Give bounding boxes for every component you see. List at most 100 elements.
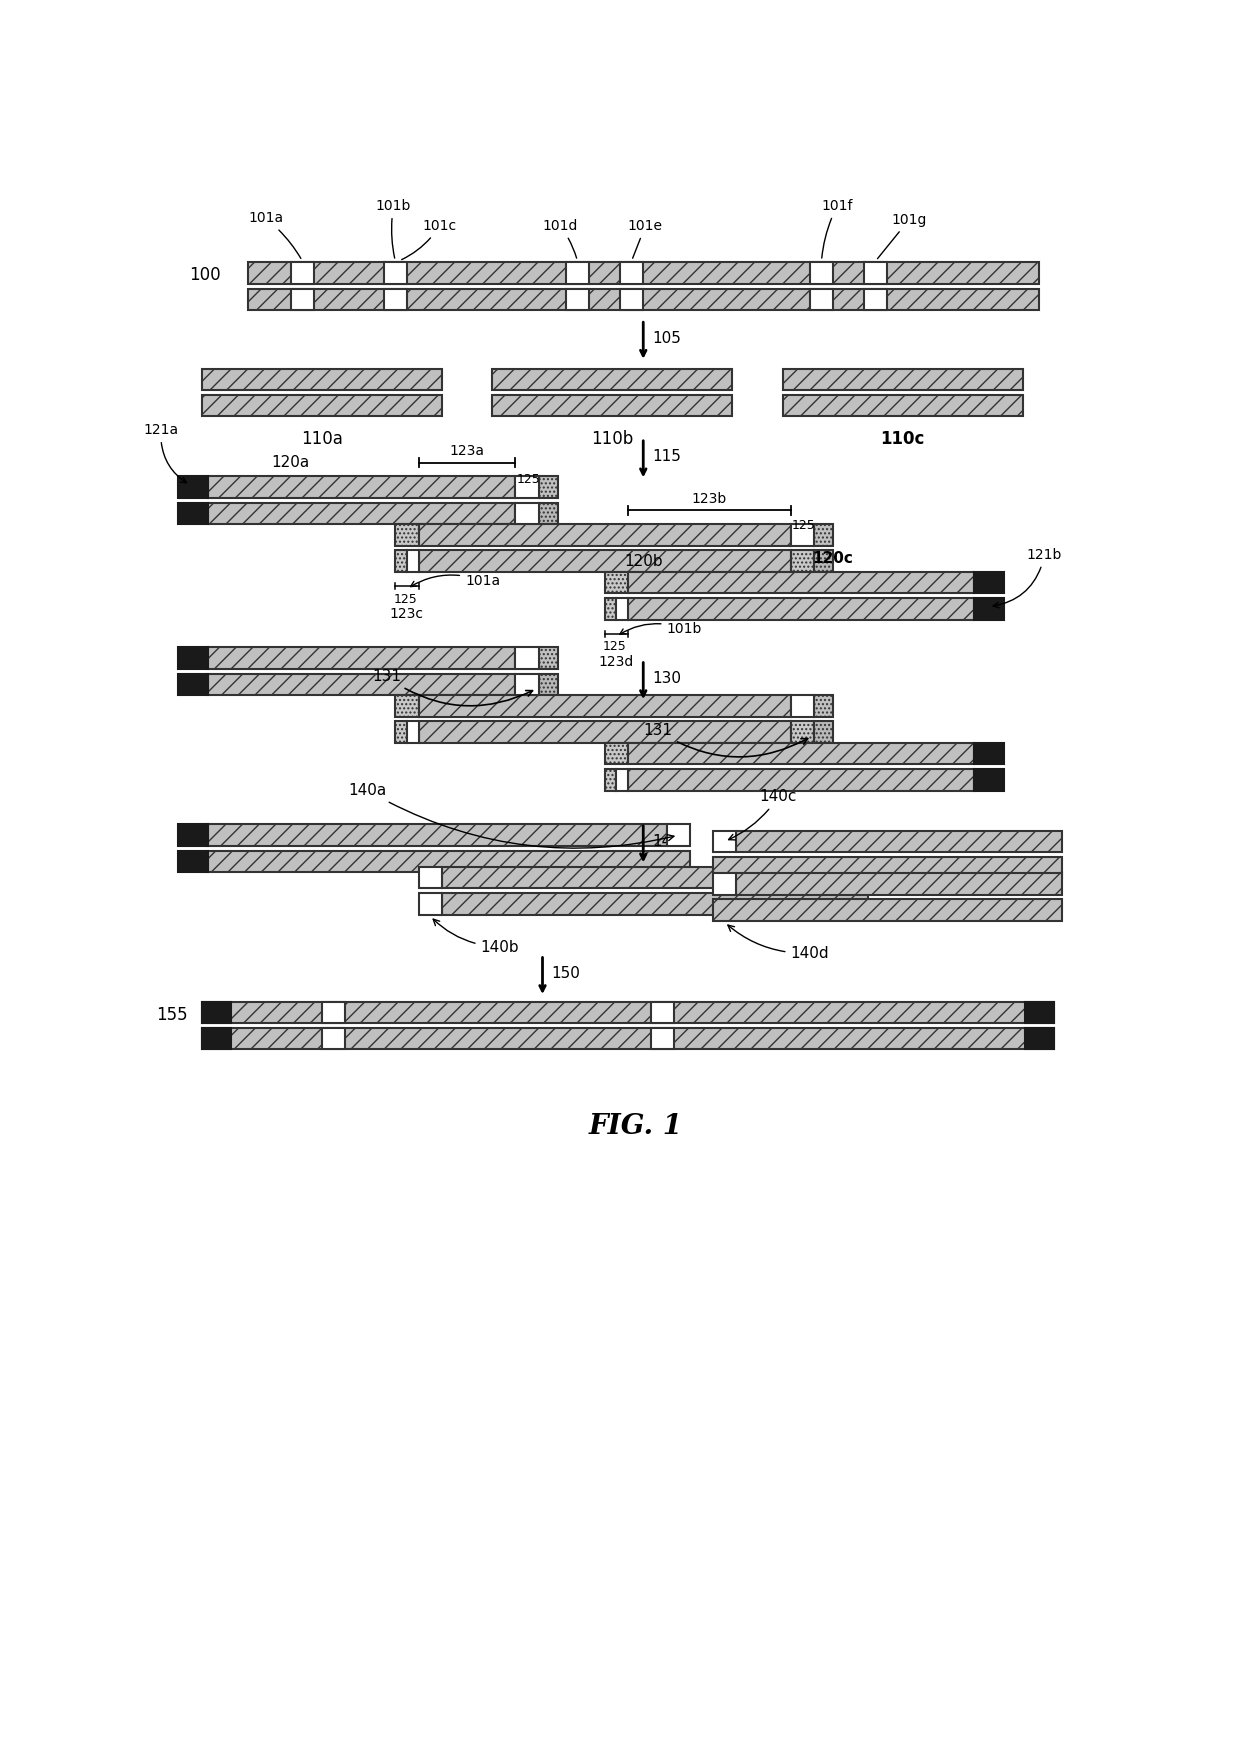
Text: 110a: 110a bbox=[300, 430, 342, 448]
Text: 150: 150 bbox=[552, 966, 580, 982]
Text: 120b: 120b bbox=[624, 553, 662, 569]
Bar bbox=[782, 369, 1023, 390]
Bar bbox=[565, 289, 589, 310]
Bar bbox=[620, 289, 644, 310]
Text: 125: 125 bbox=[792, 518, 816, 532]
Bar bbox=[864, 262, 888, 284]
Text: 125: 125 bbox=[517, 473, 541, 485]
Bar bbox=[201, 1027, 231, 1050]
Bar bbox=[616, 598, 627, 619]
Text: 140c: 140c bbox=[729, 789, 797, 840]
Bar bbox=[791, 525, 813, 546]
Bar bbox=[516, 648, 538, 668]
Text: 123c: 123c bbox=[389, 607, 424, 621]
Bar bbox=[1024, 1027, 1054, 1050]
Bar bbox=[248, 262, 1039, 284]
Text: 140: 140 bbox=[652, 835, 682, 849]
Bar bbox=[321, 1001, 345, 1024]
Bar bbox=[201, 369, 441, 390]
Bar bbox=[813, 550, 833, 572]
Text: 101f: 101f bbox=[821, 200, 853, 257]
Bar bbox=[538, 476, 558, 499]
Bar bbox=[810, 289, 833, 310]
Bar bbox=[419, 525, 791, 546]
Text: 120a: 120a bbox=[272, 455, 310, 471]
Bar bbox=[290, 289, 314, 310]
Bar bbox=[248, 289, 1039, 310]
Text: 140d: 140d bbox=[728, 926, 830, 961]
Bar bbox=[605, 768, 616, 791]
Bar bbox=[201, 1001, 231, 1024]
Bar bbox=[791, 550, 813, 572]
Text: 155: 155 bbox=[156, 1006, 187, 1024]
Text: 125: 125 bbox=[394, 593, 418, 605]
Bar bbox=[1024, 1001, 1054, 1024]
Bar bbox=[813, 695, 833, 717]
Bar bbox=[538, 674, 558, 695]
Text: 131: 131 bbox=[372, 668, 532, 705]
Bar bbox=[396, 550, 407, 572]
Bar bbox=[620, 262, 644, 284]
Bar bbox=[864, 289, 888, 310]
Text: 123b: 123b bbox=[692, 492, 727, 506]
Text: 105: 105 bbox=[652, 331, 682, 346]
Bar bbox=[179, 674, 207, 695]
Bar bbox=[516, 674, 538, 695]
Bar bbox=[396, 695, 419, 717]
Text: 101b: 101b bbox=[376, 200, 412, 257]
Text: 110c: 110c bbox=[880, 430, 925, 448]
Bar bbox=[419, 695, 791, 717]
Text: 101a: 101a bbox=[248, 212, 301, 259]
Bar bbox=[605, 742, 627, 765]
Bar bbox=[207, 648, 516, 668]
Text: 115: 115 bbox=[652, 450, 682, 464]
Bar bbox=[179, 824, 207, 845]
Bar bbox=[179, 476, 207, 499]
Bar bbox=[605, 598, 616, 619]
Bar bbox=[492, 369, 733, 390]
Bar bbox=[667, 824, 689, 845]
Bar bbox=[407, 721, 419, 742]
Bar bbox=[791, 721, 813, 742]
Bar bbox=[179, 502, 207, 525]
Bar bbox=[419, 550, 791, 572]
Bar bbox=[627, 768, 975, 791]
Bar bbox=[179, 648, 207, 668]
Bar bbox=[975, 742, 1003, 765]
Bar bbox=[713, 873, 737, 894]
Bar bbox=[975, 572, 1003, 593]
Bar bbox=[713, 831, 737, 852]
Bar bbox=[737, 873, 1061, 894]
Text: 121b: 121b bbox=[993, 548, 1063, 607]
Bar bbox=[627, 742, 975, 765]
Bar bbox=[441, 866, 868, 889]
Bar bbox=[321, 1027, 345, 1050]
Bar bbox=[201, 396, 441, 416]
Bar bbox=[737, 831, 1061, 852]
Bar bbox=[516, 502, 538, 525]
Text: 101b: 101b bbox=[620, 621, 702, 635]
Bar bbox=[782, 396, 1023, 416]
Text: 125: 125 bbox=[603, 640, 626, 653]
Bar bbox=[616, 768, 627, 791]
Bar bbox=[975, 598, 1003, 619]
Bar bbox=[813, 525, 833, 546]
Bar bbox=[207, 674, 516, 695]
Bar bbox=[396, 525, 419, 546]
Text: 123a: 123a bbox=[449, 444, 485, 458]
Text: 121a: 121a bbox=[144, 424, 186, 483]
Bar bbox=[516, 476, 538, 499]
Bar bbox=[383, 289, 407, 310]
Bar bbox=[975, 768, 1003, 791]
Text: 101e: 101e bbox=[627, 219, 662, 259]
Bar bbox=[207, 850, 689, 872]
Text: 140b: 140b bbox=[433, 919, 520, 954]
Bar bbox=[651, 1001, 675, 1024]
Bar bbox=[396, 721, 407, 742]
Bar bbox=[207, 824, 667, 845]
Bar bbox=[627, 598, 975, 619]
Bar bbox=[179, 850, 207, 872]
Text: 101d: 101d bbox=[543, 219, 578, 259]
Bar bbox=[407, 550, 419, 572]
Text: 130: 130 bbox=[652, 672, 682, 686]
